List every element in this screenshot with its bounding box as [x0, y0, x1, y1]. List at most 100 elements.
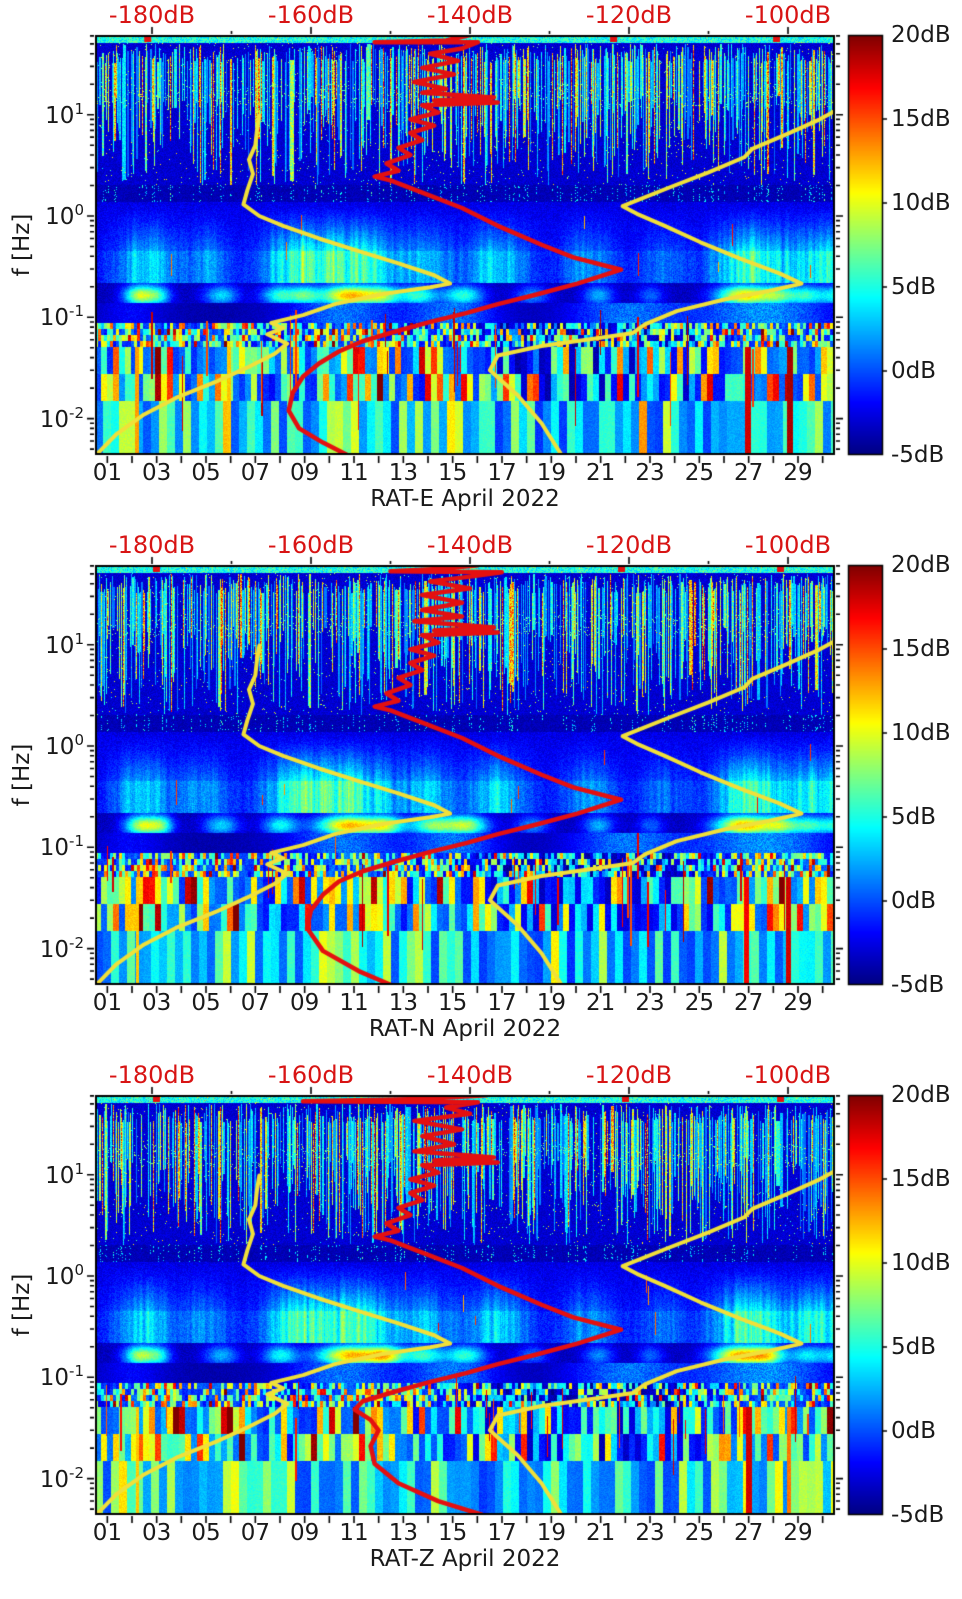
y-tick-label: 10-2: [39, 1463, 84, 1493]
x-tick-label: 27: [734, 460, 764, 486]
colorbar-tick-label: 0dB: [891, 887, 937, 914]
panel-title: RAT-Z April 2022: [369, 1546, 561, 1572]
top-axis-label: -120dB: [585, 1061, 673, 1089]
panel-title: RAT-N April 2022: [368, 1016, 562, 1042]
x-tick-label: 03: [142, 990, 172, 1016]
x-tick-label: 09: [290, 990, 320, 1016]
x-tick-label: 17: [487, 1520, 517, 1546]
x-tick-label: 21: [586, 1520, 616, 1546]
colorbar-tick-label: 5dB: [891, 803, 937, 830]
x-tick-label: 27: [734, 1520, 764, 1546]
top-axis-label: -100dB: [744, 531, 832, 559]
y-tick-label: 10-2: [39, 403, 84, 433]
colorbar-tick-label: 5dB: [891, 1333, 937, 1360]
x-tick-label: 13: [388, 460, 418, 486]
colorbar-tick-label: 0dB: [891, 357, 937, 384]
x-tick-label: 11: [339, 1520, 369, 1546]
x-tick-label: 25: [684, 1520, 714, 1546]
x-tick-label: 23: [635, 990, 665, 1016]
top-axis-label: -160dB: [267, 1, 355, 29]
top-axis-label: -180dB: [108, 1061, 196, 1089]
top-axis-label: -100dB: [744, 1061, 832, 1089]
colorbar-tick-label: -5dB: [891, 971, 945, 998]
x-tick-label: 19: [536, 1520, 566, 1546]
spectrogram-canvas-rat-n: [0, 530, 962, 1060]
top-axis-label: -100dB: [744, 1, 832, 29]
top-axis-label: -180dB: [108, 1, 196, 29]
spectrogram-canvas-rat-z: [0, 1060, 962, 1590]
x-tick-label: 29: [783, 990, 813, 1016]
top-axis-label: -120dB: [585, 1, 673, 29]
x-tick-label: 13: [388, 990, 418, 1016]
colorbar-tick-label: 15dB: [891, 635, 951, 662]
colorbar-tick-label: 20dB: [891, 21, 951, 48]
x-tick-label: 23: [635, 1520, 665, 1546]
y-tick-label: 100: [45, 1261, 84, 1290]
colorbar-tick-label: 10dB: [891, 1249, 951, 1276]
colorbar-tick-label: 10dB: [891, 719, 951, 746]
y-tick-label: 10-1: [39, 832, 84, 862]
y-tick-label: 101: [45, 629, 84, 659]
x-tick-label: 15: [438, 1520, 468, 1546]
panel-title: RAT-E April 2022: [370, 486, 560, 512]
x-tick-label: 11: [339, 990, 369, 1016]
x-tick-label: 01: [92, 1520, 122, 1546]
x-tick-label: 07: [240, 990, 270, 1016]
panel-rat-e: f [Hz] RAT-E April 2022 -180dB -160dB -140…: [0, 0, 962, 530]
x-tick-label: 17: [487, 460, 517, 486]
x-tick-label: 27: [734, 990, 764, 1016]
y-tick-label: 101: [45, 99, 84, 129]
x-tick-label: 03: [142, 460, 172, 486]
panel-rat-z: f [Hz] RAT-Z April 2022 -180dB -160dB -140…: [0, 1060, 962, 1590]
colorbar-tick-label: 20dB: [891, 1081, 951, 1108]
colorbar-tick-label: 15dB: [891, 1165, 951, 1192]
top-axis-label: -140dB: [426, 1, 514, 29]
colorbar-tick-label: 20dB: [891, 551, 951, 578]
x-tick-label: 29: [783, 1520, 813, 1546]
x-tick-label: 21: [586, 460, 616, 486]
y-tick-label: 10-1: [39, 302, 84, 332]
x-tick-label: 01: [92, 460, 122, 486]
x-tick-label: 11: [339, 460, 369, 486]
top-axis-label: -180dB: [108, 531, 196, 559]
x-tick-label: 05: [191, 990, 221, 1016]
x-tick-label: 29: [783, 460, 813, 486]
x-tick-label: 09: [290, 1520, 320, 1546]
top-axis-label: -120dB: [585, 531, 673, 559]
x-tick-label: 09: [290, 460, 320, 486]
x-tick-label: 13: [388, 1520, 418, 1546]
colorbar-tick-label: 0dB: [891, 1417, 937, 1444]
colorbar-tick-label: 5dB: [891, 273, 937, 300]
top-axis-label: -160dB: [267, 531, 355, 559]
top-axis-label: -140dB: [426, 1061, 514, 1089]
x-tick-label: 07: [240, 460, 270, 486]
x-tick-label: 15: [438, 990, 468, 1016]
x-tick-label: 01: [92, 990, 122, 1016]
y-tick-label: 101: [45, 1159, 84, 1189]
colorbar-tick-label: -5dB: [891, 441, 945, 468]
x-tick-label: 07: [240, 1520, 270, 1546]
panel-rat-n: f [Hz] RAT-N April 2022 -180dB -160dB -140…: [0, 530, 962, 1060]
y-tick-label: 100: [45, 201, 84, 230]
colorbar-tick-label: 15dB: [891, 105, 951, 132]
spectrogram-canvas-rat-e: [0, 0, 962, 530]
top-axis-label: -160dB: [267, 1061, 355, 1089]
y-tick-label: 100: [45, 731, 84, 760]
colorbar-tick-label: -5dB: [891, 1501, 945, 1528]
x-tick-label: 15: [438, 460, 468, 486]
y-tick-label: 10-2: [39, 933, 84, 963]
x-tick-label: 17: [487, 990, 517, 1016]
x-tick-label: 21: [586, 990, 616, 1016]
x-tick-label: 25: [684, 460, 714, 486]
x-tick-label: 05: [191, 1520, 221, 1546]
x-tick-label: 23: [635, 460, 665, 486]
x-tick-label: 25: [684, 990, 714, 1016]
top-axis-label: -140dB: [426, 531, 514, 559]
x-tick-label: 19: [536, 460, 566, 486]
x-tick-label: 03: [142, 1520, 172, 1546]
x-tick-label: 19: [536, 990, 566, 1016]
x-tick-label: 05: [191, 460, 221, 486]
colorbar-tick-label: 10dB: [891, 189, 951, 216]
y-tick-label: 10-1: [39, 1362, 84, 1392]
